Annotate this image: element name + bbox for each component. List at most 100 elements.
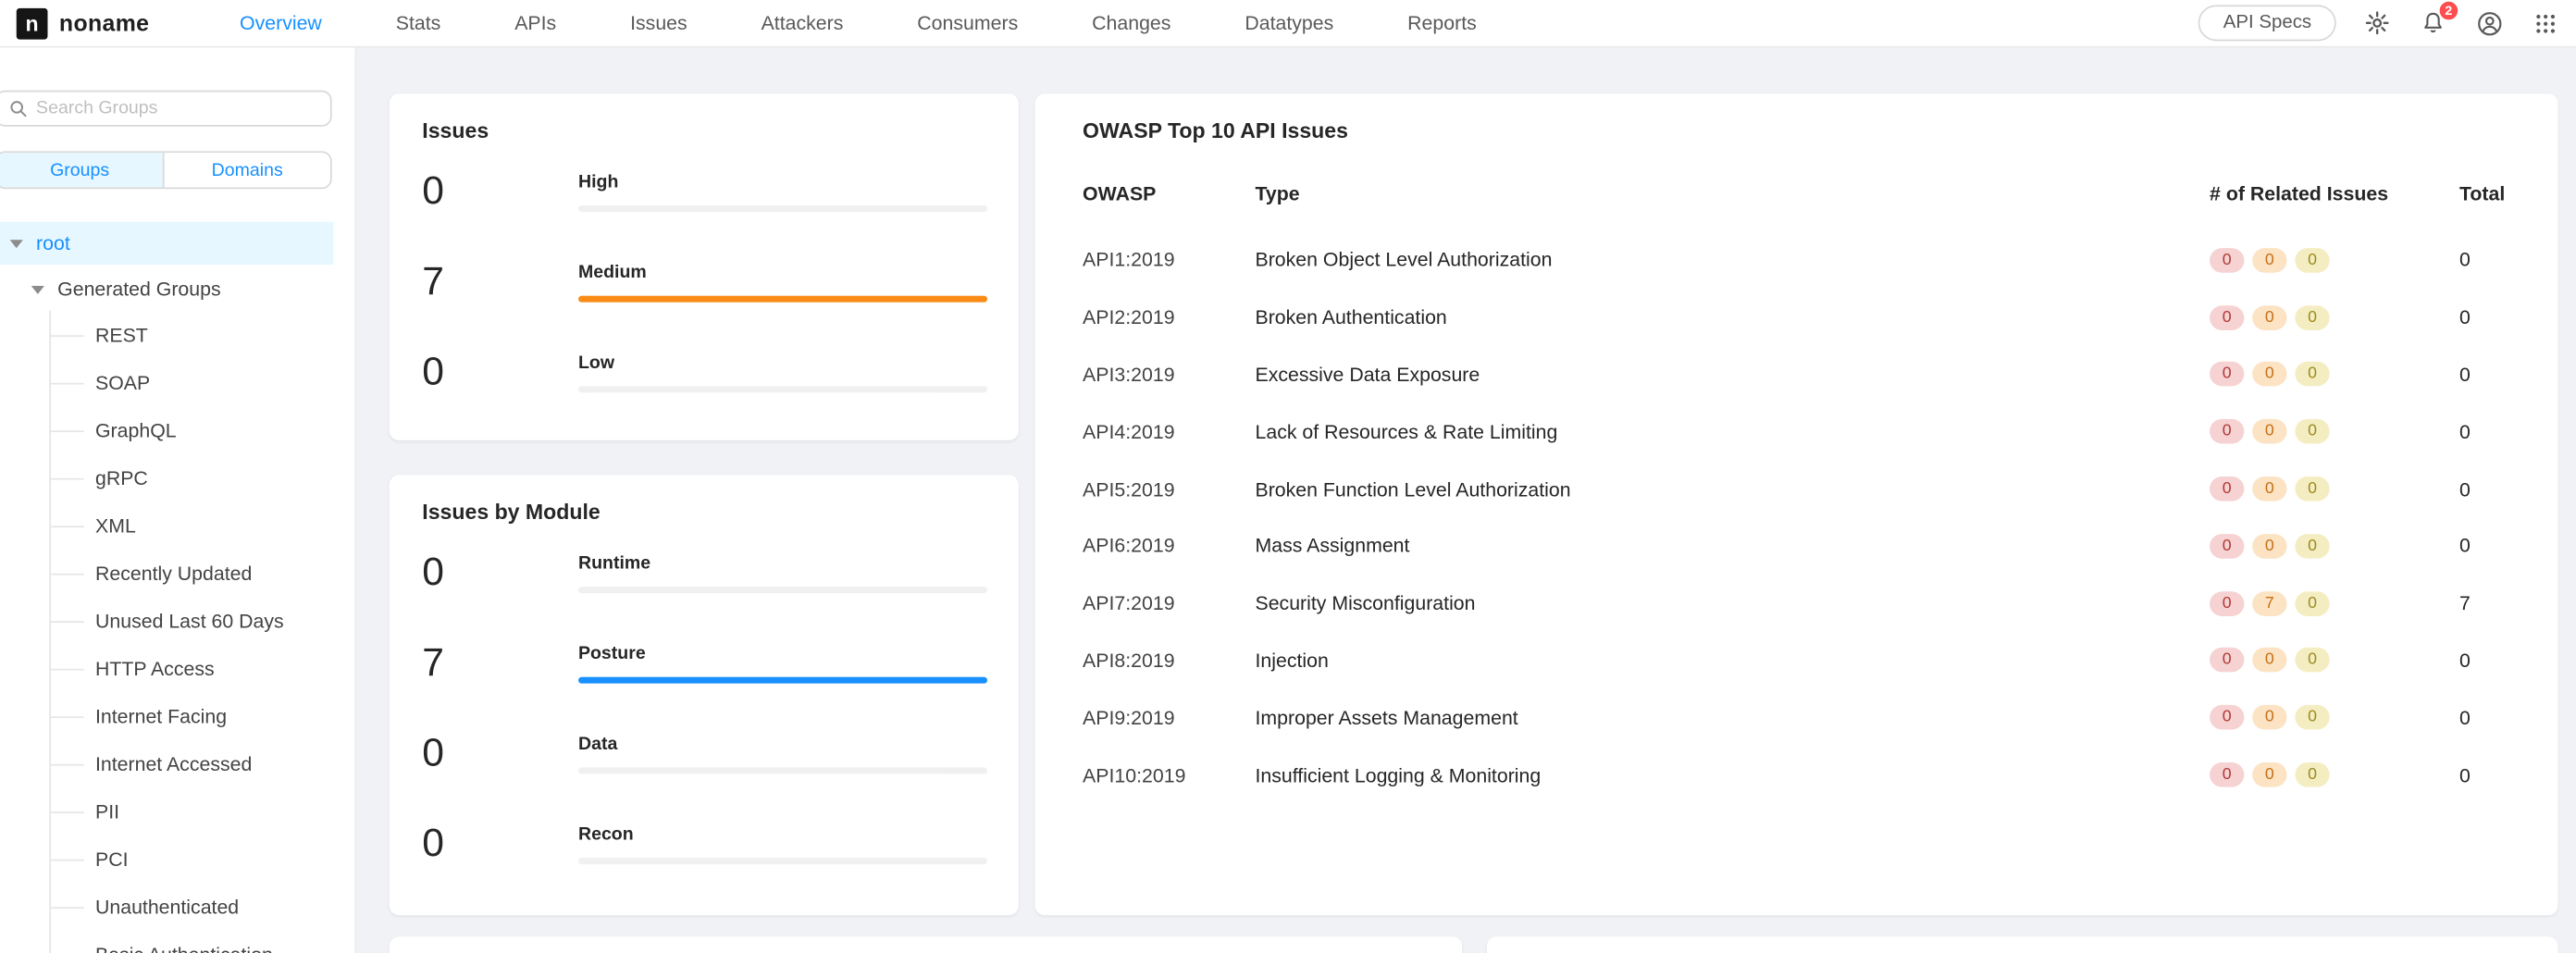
table-row[interactable]: API5:2019 Broken Function Level Authoriz…: [1083, 461, 2512, 518]
brand-name: noname: [58, 9, 150, 37]
data-meta: Data: [577, 734, 988, 774]
table-row[interactable]: API7:2019 Security Misconfiguration 0 7 …: [1083, 575, 2512, 632]
nav-item-datatypes[interactable]: Datatypes: [1245, 11, 1334, 35]
low-count-badge: 0: [2295, 362, 2330, 388]
issue-type: Security Misconfiguration: [1255, 591, 1476, 615]
notification-count-badge: 2: [2437, 0, 2459, 22]
low-meta: Low: [577, 353, 988, 392]
table-row[interactable]: API1:2019 Broken Object Level Authorizat…: [1083, 231, 2512, 289]
total-count: 0: [2458, 534, 2471, 558]
high-meta: High: [577, 171, 988, 212]
table-row[interactable]: API4:2019 Lack of Resources & Rate Limit…: [1083, 403, 2512, 461]
high-count-badge: 0: [2210, 247, 2245, 273]
table-row[interactable]: API2:2019 Broken Authentication 0 0 0 0: [1083, 289, 2512, 346]
issue-type: Injection: [1255, 649, 1329, 673]
owasp-table-header: OWASP Type # of Related Issues Total: [1083, 156, 2512, 232]
total-count: 0: [2458, 706, 2471, 730]
medium-count-badge: 7: [2252, 590, 2287, 616]
tab-domains[interactable]: Domains: [162, 153, 330, 188]
medium-count-badge: 0: [2252, 362, 2287, 388]
table-row[interactable]: API10:2019 Insufficient Logging & Monito…: [1083, 747, 2512, 804]
total-count: 0: [2458, 420, 2471, 444]
runtime-label: Runtime: [577, 552, 651, 573]
high-count-badge: 0: [2210, 648, 2245, 674]
owasp-id: API7:2019: [1083, 591, 1175, 615]
high-label: High: [577, 171, 619, 192]
data-count: 0: [422, 730, 445, 775]
issues-card: Issues 0 High 7 Medium: [389, 93, 1019, 440]
issue-type: Improper Assets Management: [1255, 706, 1518, 730]
col-header-related: # of Related Issues: [2210, 182, 2389, 205]
search-icon: [10, 101, 27, 118]
tree-node-pii[interactable]: PII: [51, 787, 333, 835]
posture-bar-fill: [577, 675, 988, 683]
tree-node-rest[interactable]: REST: [51, 311, 333, 358]
owasp-id: API1:2019: [1083, 248, 1175, 272]
chevron-down-icon[interactable]: [31, 285, 44, 293]
groups-sidebar: Groups Domains root Generated Groups RES…: [0, 47, 357, 953]
owasp-id: API8:2019: [1083, 649, 1175, 673]
medium-count-badge: 0: [2252, 762, 2287, 787]
low-count-badge: 0: [2295, 533, 2330, 559]
col-header-total: Total: [2458, 182, 2506, 205]
medium-count-badge: 0: [2252, 477, 2287, 501]
nav-item-stats[interactable]: Stats: [395, 11, 441, 35]
tree-node-basic-authentication[interactable]: Basic Authentication: [51, 930, 333, 953]
low-count-badge: 0: [2295, 705, 2330, 730]
search-groups-input[interactable]: [36, 98, 319, 118]
low-count-badge: 0: [2295, 419, 2330, 444]
tree-node-xml[interactable]: XML: [51, 501, 333, 549]
tree-node-http-access[interactable]: HTTP Access: [51, 644, 333, 691]
tree-node-pci[interactable]: PCI: [51, 835, 333, 882]
posture-bar-track: [577, 675, 988, 683]
table-row[interactable]: API6:2019 Mass Assignment 0 0 0 0: [1083, 517, 2512, 575]
issue-type: Broken Authentication: [1255, 305, 1447, 329]
nav-item-consumers[interactable]: Consumers: [917, 11, 1019, 35]
bottom-cards-row: [389, 936, 2558, 953]
main-nav: Overview Stats APIs Issues Attackers Con…: [240, 11, 1477, 34]
settings-gear-icon[interactable]: [2362, 8, 2392, 38]
tree-node-internet-accessed[interactable]: Internet Accessed: [51, 739, 333, 786]
table-row[interactable]: API3:2019 Excessive Data Exposure 0 0 0 …: [1083, 346, 2512, 403]
severity-row-medium: 7 Medium: [422, 237, 988, 328]
total-count: 0: [2458, 649, 2471, 673]
nav-item-overview[interactable]: Overview: [240, 11, 322, 35]
apps-grid-icon[interactable]: [2530, 8, 2559, 38]
related-issues: 0 7 0: [2210, 590, 2459, 616]
total-count: 0: [2458, 363, 2471, 387]
severity-row-high: 0 High: [422, 146, 988, 237]
tree-node-soap[interactable]: SOAP: [51, 358, 333, 405]
nav-item-reports[interactable]: Reports: [1407, 11, 1477, 35]
table-row[interactable]: API9:2019 Improper Assets Management 0 0…: [1083, 689, 2512, 747]
tree-node-internet-facing[interactable]: Internet Facing: [51, 692, 333, 739]
owasp-top10-card: OWASP Top 10 API Issues OWASP Type # of …: [1034, 93, 2558, 916]
table-row[interactable]: API8:2019 Injection 0 0 0 0: [1083, 632, 2512, 689]
tree-node-unauthenticated[interactable]: Unauthenticated: [51, 883, 333, 930]
module-row-runtime: 0 Runtime: [422, 527, 988, 618]
tree-node-graphql[interactable]: GraphQL: [51, 406, 333, 453]
tab-groups[interactable]: Groups: [0, 153, 163, 188]
nav-item-issues[interactable]: Issues: [630, 11, 687, 35]
related-issues: 0 0 0: [2210, 648, 2459, 674]
tree-node-grpc[interactable]: gRPC: [51, 453, 333, 501]
medium-count-badge: 0: [2252, 648, 2287, 674]
recon-bar-track: [577, 857, 988, 864]
account-icon[interactable]: [2474, 8, 2504, 38]
module-row-data: 0 Data: [422, 708, 988, 798]
tree-node-generated-groups[interactable]: Generated Groups: [0, 267, 333, 310]
medium-meta: Medium: [577, 262, 988, 302]
api-specs-button[interactable]: API Specs: [2198, 5, 2336, 42]
tree-node-unused-last-60-days[interactable]: Unused Last 60 Days: [51, 597, 333, 644]
tree-node-recently-updated[interactable]: Recently Updated: [51, 549, 333, 596]
notifications-bell-icon[interactable]: 2: [2419, 0, 2459, 38]
chevron-down-icon[interactable]: [9, 239, 23, 248]
high-count-badge: 0: [2210, 705, 2245, 730]
tree-node-root[interactable]: root: [0, 221, 334, 265]
low-count-badge: 0: [2295, 304, 2330, 330]
high-count-badge: 0: [2210, 533, 2245, 559]
nav-item-apis[interactable]: APIs: [514, 11, 557, 35]
runtime-count: 0: [422, 550, 445, 594]
nav-item-attackers[interactable]: Attackers: [761, 11, 844, 35]
nav-item-changes[interactable]: Changes: [1092, 11, 1171, 35]
